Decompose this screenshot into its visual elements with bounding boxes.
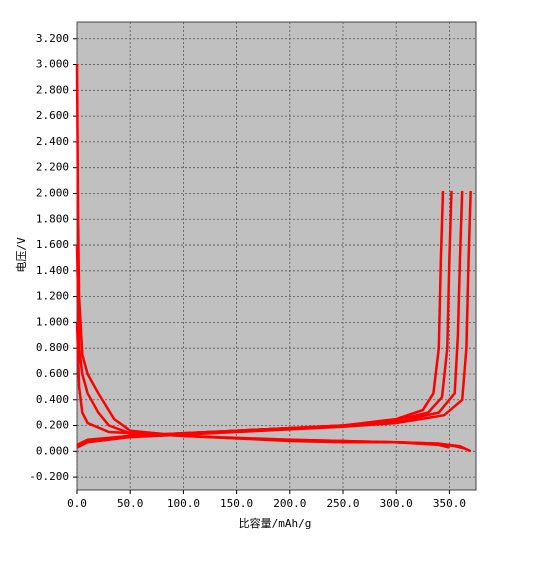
x-tick-label: 150.0 [220,497,253,510]
x-tick-label: 300.0 [380,497,413,510]
y-tick-label: 0.000 [36,444,69,457]
y-tick-label: 2.400 [36,135,69,148]
y-tick-label: 0.800 [36,341,69,354]
y-tick-label: 2.600 [36,109,69,122]
x-tick-label: 50.0 [117,497,144,510]
x-tick-label: 250.0 [326,497,359,510]
x-tick-label: 0.0 [67,497,87,510]
y-tick-label: 3.000 [36,58,69,71]
y-tick-label: 2.800 [36,83,69,96]
y-tick-label: 2.200 [36,161,69,174]
x-tick-label: 100.0 [167,497,200,510]
x-tick-label: 350.0 [433,497,466,510]
y-tick-label: 0.600 [36,367,69,380]
x-axis-label: 比容量/mAh/g [239,516,312,530]
curve [76,190,472,449]
x-tick-label: 200.0 [273,497,306,510]
y-tick-label: 2.000 [36,186,69,199]
y-tick-label: 1.000 [36,315,69,328]
y-tick-label: 0.200 [36,419,69,432]
y-tick-label: -0.200 [29,470,69,483]
y-tick-label: 3.200 [36,32,69,45]
y-axis-label: 电压/V [15,237,28,273]
y-tick-label: 1.400 [36,264,69,277]
y-tick-label: 0.400 [36,393,69,406]
y-tick-label: 1.200 [36,290,69,303]
y-tick-label: 1.800 [36,212,69,225]
y-tick-label: 1.600 [36,238,69,251]
plot-area [76,21,477,491]
